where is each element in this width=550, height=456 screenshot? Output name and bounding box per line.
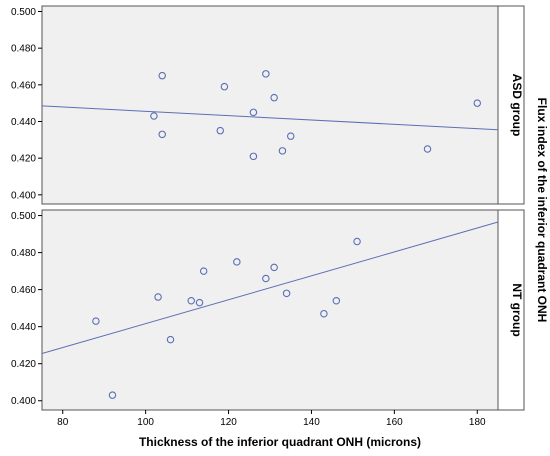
- data-point: [154, 293, 162, 301]
- y-tick-label: 0.460: [11, 80, 36, 91]
- data-point: [199, 267, 208, 275]
- data-point: [332, 296, 341, 305]
- x-axis: 80 100 120 140 160 180: [57, 410, 486, 428]
- data-point: [150, 112, 158, 120]
- strip-nt: [497, 209, 525, 411]
- data-point: [249, 108, 258, 117]
- data-point: [473, 99, 482, 107]
- fit-line-nt: [41, 221, 499, 354]
- y-axis-title: Flux index of the inferior quadrant ONH: [535, 98, 549, 323]
- x-tick-label: 160: [386, 417, 403, 428]
- data-point: [278, 147, 287, 155]
- data-point: [92, 317, 100, 325]
- panel-asd: ASD group 0.400 0.420 0.440 0.460 0.480 0.500: [11, 5, 525, 205]
- x-tick-label: 100: [137, 417, 154, 428]
- data-point: [286, 132, 295, 140]
- y-tick-label: 0.420: [11, 359, 36, 370]
- data-point: [216, 126, 225, 135]
- x-tick-label: 80: [57, 417, 69, 428]
- data-point: [262, 274, 270, 283]
- fit-line-asd: [41, 105, 499, 131]
- y-tick-label: 0.500: [11, 7, 36, 18]
- data-point: [220, 82, 229, 91]
- data-point: [233, 258, 241, 266]
- y-tick-label: 0.400: [11, 396, 36, 407]
- data-point: [108, 391, 117, 399]
- plot-area-nt: [41, 209, 499, 411]
- panels-layer: ASD group0.4000.4200.4400.4600.4800.500N…: [11, 5, 525, 411]
- data-point: [270, 263, 278, 272]
- y-tick-label: 0.440: [11, 117, 36, 128]
- data-point: [249, 152, 258, 161]
- strip-label-nt: NT group: [510, 283, 524, 336]
- data-point: [195, 298, 204, 307]
- y-tick-label: 0.480: [11, 248, 36, 259]
- data-point: [282, 289, 291, 298]
- plot-area-asd: [41, 5, 499, 205]
- y-tick-label: 0.480: [11, 44, 36, 55]
- y-tick-label: 0.400: [11, 190, 36, 201]
- x-axis-title: Thickness of the inferior quadrant ONH (…: [139, 435, 421, 449]
- x-tick-label: 140: [303, 417, 320, 428]
- data-point: [423, 145, 432, 153]
- data-point: [187, 296, 195, 305]
- data-point: [353, 237, 361, 246]
- x-tick-label: 180: [469, 417, 486, 428]
- data-point: [270, 93, 278, 102]
- x-tick-label: 120: [220, 417, 237, 428]
- data-point: [158, 130, 166, 139]
- data-point: [158, 71, 166, 80]
- y-tick-label: 0.420: [11, 154, 36, 165]
- y-tick-label: 0.460: [11, 285, 36, 296]
- y-tick-label: 0.500: [11, 211, 36, 222]
- data-point: [262, 70, 270, 78]
- panel-nt: NT group 0.400 0.420 0.440 0.460 0.480 0.500: [11, 209, 525, 411]
- data-point: [166, 335, 175, 344]
- y-tick-label: 0.440: [11, 322, 36, 333]
- strip-asd: [497, 5, 525, 205]
- data-point: [320, 309, 328, 318]
- strip-label-asd: ASD group: [510, 74, 524, 137]
